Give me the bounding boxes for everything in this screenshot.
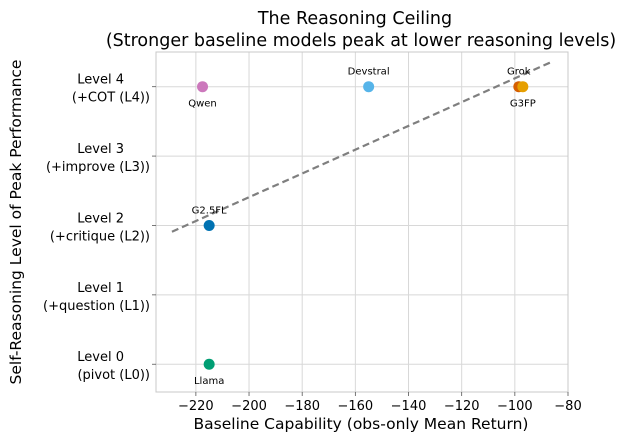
x-tick-label: −80 [554,399,581,414]
point-label-g2-5fl: G2.5FL [192,205,227,216]
point-label-qwen: Qwen [188,99,217,110]
x-tick-label: −120 [444,399,480,414]
data-point-g3fp [517,81,529,93]
y-tick-label-description: (+question (L1)) [43,299,150,314]
x-tick-label: −180 [284,399,320,414]
data-point-llama [203,358,215,370]
point-label-llama: Llama [194,376,224,387]
point-label-devstral: Devstral [348,67,390,78]
x-tick-label: −220 [178,399,214,414]
chart-title: The Reasoning Ceiling [257,9,452,29]
x-tick-label: −100 [497,399,533,414]
ticks-layer: −220 −200 −180 −160 −140 −120 −100 −80 Level 0 (p… [43,73,582,414]
x-tick-label: −140 [391,399,427,414]
plot-frame [155,51,569,393]
y-tick-label-description: (pivot (L0)) [77,368,150,383]
x-axis-label: Baseline Capability (obs-only Mean Retur… [194,415,529,433]
point-label-g3fp: G3FP [510,99,536,110]
data-point-qwen [197,81,209,93]
x-tick-label: −160 [337,399,373,414]
point-label-grok: Grok [507,67,531,78]
y-tick-label-level: Level 1 [77,281,124,296]
y-tick-label-level: Level 3 [77,142,124,157]
points-layer: Qwen Devstral Grok G3FP G2.5FL Llama [188,67,536,388]
data-point-g2-5fl [203,219,215,231]
y-tick-label-level: Level 4 [77,73,124,88]
y-tick-label-description: (+improve (L3)) [46,160,150,175]
data-point-devstral [363,81,375,93]
y-tick-label-level: Level 2 [77,211,124,226]
y-tick-label-description: (+COT (L4)) [72,91,150,106]
y-tick-label-description: (+critique (L2)) [50,229,150,244]
chart-subtitle: (Stronger baseline models peak at lower … [106,31,616,51]
y-axis-label: Self-Reasoning Level of Peak Performance [7,60,25,385]
trend-line [171,60,553,233]
y-tick-label-level: Level 0 [77,350,124,365]
x-tick-label: −200 [231,399,267,414]
grid-layer [156,52,569,392]
